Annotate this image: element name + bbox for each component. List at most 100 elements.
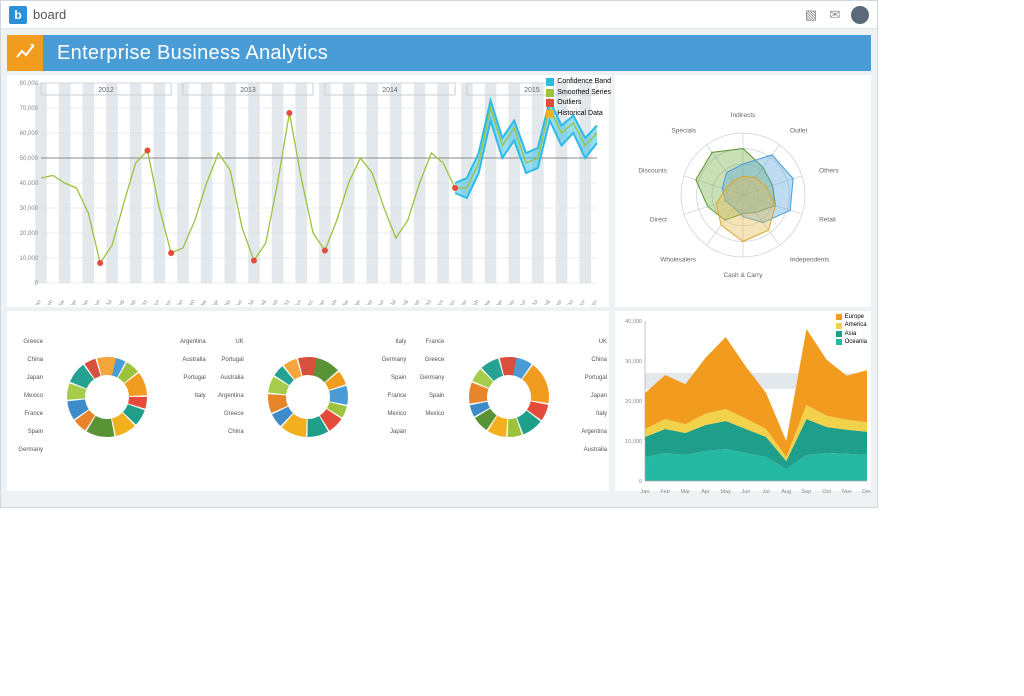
donut-label: Argentina [581, 429, 607, 435]
svg-text:Jun: Jun [519, 299, 528, 305]
svg-text:10,000: 10,000 [625, 439, 642, 445]
svg-text:Oct: Oct [566, 298, 575, 305]
svg-text:Aug: Aug [258, 299, 268, 305]
svg-text:Sep: Sep [128, 299, 138, 305]
svg-text:Independents: Independents [790, 257, 830, 264]
svg-text:May: May [364, 299, 374, 305]
svg-text:20,000: 20,000 [625, 399, 642, 405]
avatar[interactable] [851, 6, 869, 24]
dashboard-icon[interactable]: ▧ [803, 7, 819, 23]
svg-text:Sep: Sep [270, 299, 280, 305]
donut-label: Japan [591, 393, 607, 399]
svg-text:Feb: Feb [471, 299, 481, 305]
svg-text:60,000: 60,000 [20, 131, 39, 137]
svg-text:Sep: Sep [554, 299, 564, 305]
svg-text:2013: 2013 [240, 87, 256, 94]
svg-text:Jan: Jan [317, 299, 326, 305]
donut-label: UK [599, 339, 607, 345]
donut-1: UKPortugalAustraliaArgentinaGreeceChinaI… [208, 311, 409, 491]
donut-label: France [9, 411, 43, 417]
svg-text:50,000: 50,000 [20, 156, 39, 162]
svg-text:40,000: 40,000 [20, 181, 39, 187]
svg-text:Jun: Jun [93, 299, 102, 305]
svg-text:May: May [80, 299, 90, 305]
donut-label: UK [210, 339, 244, 345]
svg-text:Jul: Jul [105, 299, 113, 305]
svg-text:Cash & Carry: Cash & Carry [723, 272, 763, 279]
donut-label: Italy [395, 339, 406, 345]
svg-text:Nov: Nov [842, 489, 852, 495]
donut-label: Germany [410, 375, 444, 381]
donut-label: China [210, 429, 244, 435]
donut-label: Mexico [410, 411, 444, 417]
svg-text:Mar: Mar [681, 489, 691, 495]
topbar: b board ▧ ✉ [1, 1, 877, 29]
chat-icon[interactable]: ✉ [827, 7, 843, 23]
svg-text:Jan: Jan [175, 299, 184, 305]
svg-text:Jul: Jul [763, 489, 770, 495]
svg-text:Apr: Apr [353, 299, 362, 305]
svg-text:Apr: Apr [69, 299, 78, 305]
donut-label: Spain [391, 375, 406, 381]
donut-label: Argentina [180, 339, 206, 345]
svg-text:Nov: Nov [293, 299, 303, 305]
svg-text:May: May [222, 299, 232, 305]
svg-text:Oct: Oct [424, 298, 433, 305]
line-legend: Confidence BandSmoothed SeriesOutliersHi… [546, 77, 611, 119]
svg-text:Dec: Dec [305, 299, 315, 305]
page-title: Enterprise Business Analytics [43, 35, 871, 71]
donut-label: China [9, 357, 43, 363]
donut-label: Spain [410, 393, 444, 399]
area-legend: EuropeAmericaAsiaOceania [836, 313, 867, 347]
svg-text:Jun: Jun [741, 489, 750, 495]
svg-text:Jan: Jan [641, 489, 650, 495]
svg-text:May: May [506, 299, 516, 305]
svg-text:May: May [721, 489, 732, 495]
donut-label: Portugal [183, 375, 205, 381]
svg-text:Mar: Mar [341, 299, 351, 305]
svg-text:Jan: Jan [459, 299, 468, 305]
title-banner: Enterprise Business Analytics [7, 35, 871, 71]
svg-text:Feb: Feb [45, 299, 55, 305]
svg-text:Aug: Aug [542, 299, 552, 305]
donut-0: GreeceChinaJapanMexicoFranceSpainGermany… [7, 311, 208, 491]
donut-2: FranceGreeceGermanySpainMexicoUKChinaPor… [408, 311, 609, 491]
donut-label: Japan [390, 429, 406, 435]
svg-text:Nov: Nov [435, 299, 445, 305]
svg-text:Feb: Feb [660, 489, 669, 495]
svg-text:Aug: Aug [781, 489, 791, 495]
svg-text:Others: Others [819, 167, 839, 174]
donut-label: Greece [410, 357, 444, 363]
svg-text:Outlet: Outlet [790, 127, 808, 134]
radar-chart: IndirectsOutletOthersRetailIndependentsC… [615, 75, 871, 307]
donut-label: Italy [596, 411, 607, 417]
svg-text:Jun: Jun [377, 299, 386, 305]
svg-text:Mar: Mar [483, 299, 493, 305]
stacked-area-chart: EuropeAmericaAsiaOceania 010,00020,00030… [615, 311, 871, 491]
analytics-icon [7, 35, 43, 71]
donut-label: France [410, 339, 444, 345]
line-chart-svg: 2012201320142015010,00020,00030,00040,00… [7, 75, 603, 305]
svg-text:Nov: Nov [577, 299, 587, 305]
svg-text:30,000: 30,000 [20, 206, 39, 212]
area-svg: 010,00020,00030,00040,000JanFebMarAprMay… [615, 311, 871, 497]
confidence-band-chart: Confidence BandSmoothed SeriesOutliersHi… [7, 75, 609, 307]
donut-label: Mexico [387, 411, 406, 417]
svg-text:Aug: Aug [400, 299, 410, 305]
donut-label: Germany [382, 357, 407, 363]
donut-label: France [388, 393, 407, 399]
donut-label: Portugal [210, 357, 244, 363]
app-window: b board ▧ ✉ Enterprise Business Analytic… [0, 0, 878, 508]
svg-text:Apr: Apr [701, 489, 710, 495]
svg-text:30,000: 30,000 [625, 359, 642, 365]
svg-text:80,000: 80,000 [20, 81, 39, 87]
donut-label: Australia [210, 375, 244, 381]
svg-text:Dec: Dec [589, 299, 599, 305]
svg-text:Direct: Direct [650, 217, 667, 224]
donut-label: Australia [182, 357, 205, 363]
svg-text:Sep: Sep [802, 489, 812, 495]
svg-text:70,000: 70,000 [20, 106, 39, 112]
svg-text:Mar: Mar [199, 299, 209, 305]
svg-text:Apr: Apr [495, 299, 504, 305]
donut-charts: GreeceChinaJapanMexicoFranceSpainGermany… [7, 311, 609, 491]
